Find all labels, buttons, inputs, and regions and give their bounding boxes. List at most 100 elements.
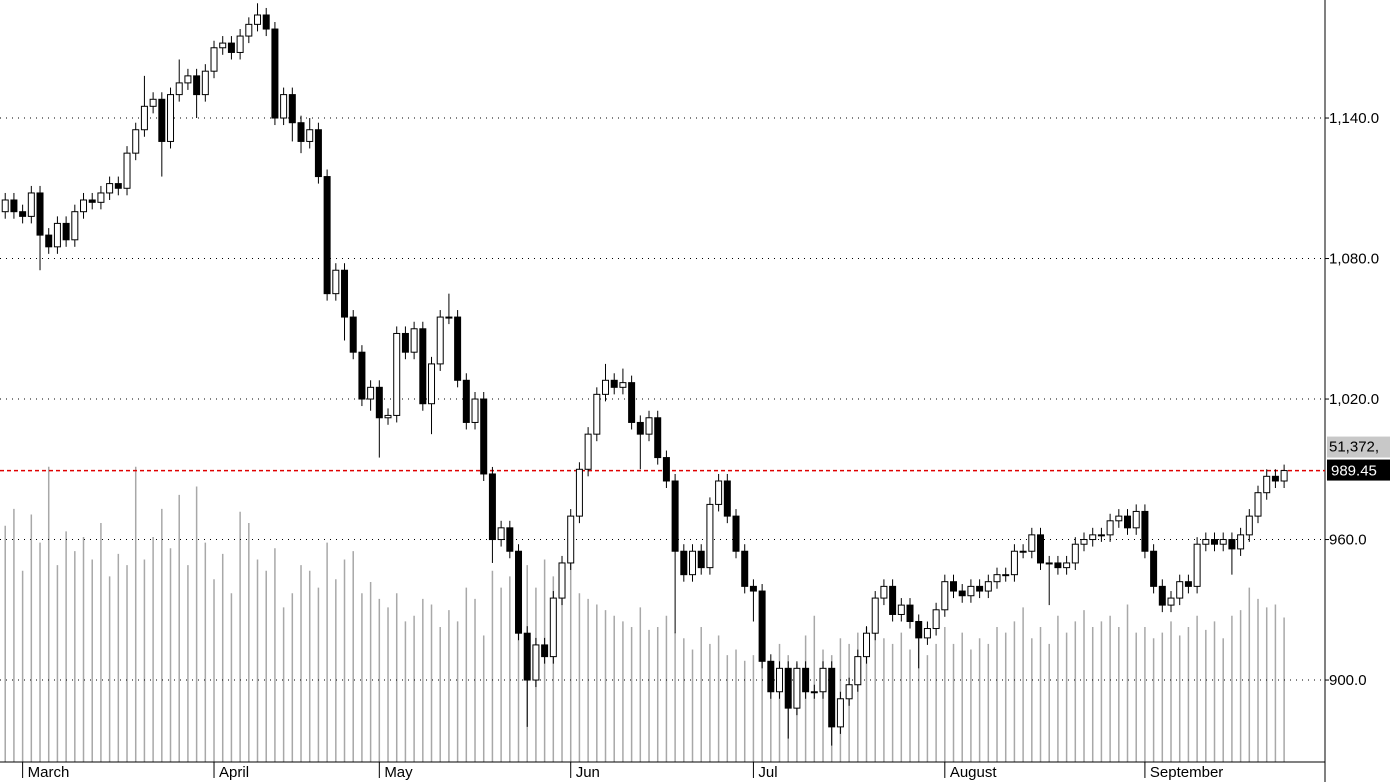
candle-body [384, 414, 392, 419]
candle-body [19, 211, 27, 217]
candle-body [1237, 534, 1245, 550]
candle-body [1150, 550, 1158, 587]
x-tick-label: Jun [576, 764, 600, 781]
candle-body [288, 94, 296, 124]
candle-body [1202, 539, 1210, 545]
candle-body [1045, 562, 1053, 565]
volume-marker-label: 51,372, [1329, 439, 1379, 456]
candle-body [245, 23, 253, 37]
candle-body [845, 684, 853, 700]
candle-body [1002, 574, 1010, 577]
candle-body [689, 550, 697, 576]
candle-body [132, 129, 140, 154]
x-tick-label: May [384, 764, 413, 781]
candle-body [10, 199, 18, 213]
candle-body [62, 222, 70, 241]
candle-body [45, 234, 53, 248]
candle-body [471, 398, 479, 423]
candle-body [950, 581, 958, 592]
candle-body [575, 468, 583, 517]
candle-body [480, 398, 488, 475]
candle-body [602, 379, 610, 395]
candle-body [541, 644, 549, 658]
candle-body [1184, 581, 1192, 587]
candle-body [349, 316, 357, 353]
candle-body [262, 14, 270, 30]
candle-body [97, 192, 105, 203]
candle-body [976, 585, 984, 592]
candle-body [715, 480, 723, 505]
candle-body [1176, 581, 1184, 599]
candle-body [367, 386, 375, 400]
candle-body [941, 581, 949, 611]
candle-body [854, 656, 862, 686]
candle-body [1115, 515, 1123, 522]
candle-body [341, 269, 349, 318]
candle-body [236, 35, 244, 53]
candle-body [1245, 515, 1253, 536]
candle-body [210, 47, 218, 72]
y-tick-label: 1,080.0 [1329, 250, 1379, 267]
candle-body [193, 75, 201, 96]
candle-body [923, 628, 931, 639]
candle-body [1054, 562, 1062, 569]
candle-body [27, 192, 35, 217]
candle-body [1228, 539, 1236, 550]
candle-body [314, 129, 322, 178]
candle-body [1263, 475, 1271, 494]
candle-body [1019, 550, 1027, 553]
candle-body [984, 581, 992, 592]
candle-body [1132, 510, 1140, 529]
candle-body [375, 386, 383, 419]
candle-body [1063, 562, 1071, 569]
candle-body [828, 667, 836, 728]
y-tick-label: 1,140.0 [1329, 110, 1379, 127]
candle-body [184, 75, 192, 84]
candle-body [932, 609, 940, 630]
candle-body [1124, 515, 1132, 529]
candle-body [732, 515, 740, 552]
candle-body [1, 199, 9, 213]
candle-body [332, 269, 340, 295]
candle-body [106, 183, 114, 194]
candle-body [1010, 550, 1018, 576]
candle-body [515, 550, 523, 634]
candle-body [167, 94, 175, 142]
candle-body [880, 585, 888, 599]
y-tick-label: 900.0 [1329, 672, 1367, 689]
candle-body [636, 421, 644, 435]
candle-body [836, 698, 844, 728]
candle-body [254, 14, 262, 25]
candle-body [863, 632, 871, 658]
candle-body [1193, 543, 1201, 587]
candle-body [401, 332, 409, 353]
candle-body [871, 597, 879, 634]
candle-body [593, 393, 601, 435]
candle-body [488, 473, 496, 541]
price-marker-label: 989.45 [1331, 463, 1377, 480]
candle-body [53, 222, 61, 248]
price-marker-box [1327, 459, 1390, 481]
candle-body [1037, 534, 1045, 564]
candle-body [1219, 539, 1227, 545]
candle-body [723, 480, 731, 517]
candle-body [784, 667, 792, 709]
candle-body [419, 328, 427, 405]
candle-body [993, 574, 1001, 583]
candle-body [1271, 475, 1279, 482]
candle-body [584, 433, 592, 470]
candle-body [1089, 534, 1097, 541]
candle-body [915, 620, 923, 639]
candle-body [628, 382, 636, 423]
candle-body [793, 667, 801, 709]
candle-body [1211, 539, 1219, 545]
candle-body [454, 316, 462, 381]
candle-body [819, 667, 827, 693]
volume-marker-box [1327, 436, 1390, 458]
candle-body [558, 562, 566, 599]
candle-body [140, 105, 148, 131]
candle-body [767, 660, 775, 693]
candle-body [662, 457, 670, 482]
